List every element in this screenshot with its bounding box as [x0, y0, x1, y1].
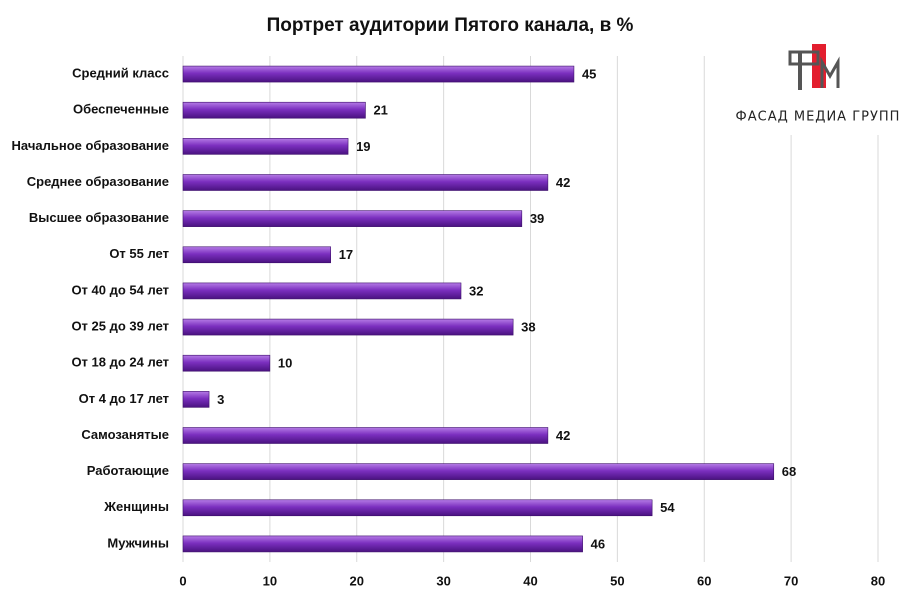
y-tick-label: От 55 лет — [109, 246, 169, 261]
data-label: 19 — [356, 139, 370, 154]
data-label: 54 — [660, 500, 675, 515]
data-label: 42 — [556, 175, 570, 190]
y-tick-label: От 40 до 54 лет — [71, 282, 169, 297]
y-tick-label: Самозанятые — [81, 427, 169, 442]
bar — [182, 318, 514, 336]
bar — [182, 138, 349, 155]
data-label: 38 — [521, 320, 535, 335]
bar — [182, 101, 366, 119]
y-tick-label: Высшее образование — [29, 210, 169, 225]
y-tick-label: Начальное образование — [12, 138, 169, 153]
y-tick-label: Средний класс — [72, 66, 169, 81]
chart-title: Портрет аудитории Пятого канала, в % — [267, 15, 634, 36]
x-tick-label: 80 — [871, 573, 885, 588]
y-tick-label: Женщины — [103, 499, 169, 514]
data-label: 39 — [530, 211, 544, 226]
logo-shape — [820, 56, 840, 88]
data-label: 45 — [582, 67, 596, 82]
y-tick-label: Обеспеченные — [73, 102, 169, 117]
bar — [182, 65, 575, 83]
data-label: 68 — [782, 464, 796, 479]
y-tick-label: Мужчины — [107, 535, 169, 550]
y-tick-label: От 25 до 39 лет — [71, 319, 169, 334]
x-tick-label: 70 — [784, 573, 798, 588]
data-label: 10 — [278, 356, 292, 371]
y-tick-label: Среднее образование — [27, 174, 169, 189]
x-tick-label: 40 — [523, 573, 537, 588]
y-tick-label: Работающие — [87, 463, 169, 478]
x-tick-label: 30 — [436, 573, 450, 588]
logo: ФАСАД МЕДИА ГРУПП — [735, 30, 900, 135]
bar — [182, 535, 583, 553]
x-tick-label: 20 — [350, 573, 364, 588]
logo-shape — [798, 52, 802, 90]
plot: 0 10 20 30 40 50 60 70 80 Средний класс 45 Обеспече… — [12, 66, 886, 589]
x-tick-label: 50 — [610, 573, 624, 588]
bar — [182, 246, 331, 264]
data-label: 32 — [469, 283, 483, 298]
bar — [182, 427, 549, 444]
bar — [182, 499, 653, 517]
bar — [182, 282, 462, 300]
bar — [182, 210, 523, 227]
bar — [182, 354, 271, 372]
bar — [182, 463, 775, 480]
data-label: 3 — [217, 392, 224, 407]
logo-shape — [788, 50, 820, 66]
x-tick-label: 10 — [263, 573, 277, 588]
y-tick-label: От 18 до 24 лет — [71, 355, 169, 370]
y-tick-label: От 4 до 17 лет — [79, 391, 169, 406]
logo-text: ФАСАД МЕДИА ГРУПП — [736, 110, 900, 125]
x-tick-label: 60 — [697, 573, 711, 588]
data-label: 21 — [373, 103, 387, 118]
data-label: 46 — [591, 536, 605, 551]
x-tick-label: 0 — [179, 573, 186, 588]
bar — [182, 391, 210, 408]
bar — [182, 174, 549, 191]
data-label: 17 — [339, 247, 353, 262]
data-label: 42 — [556, 428, 570, 443]
